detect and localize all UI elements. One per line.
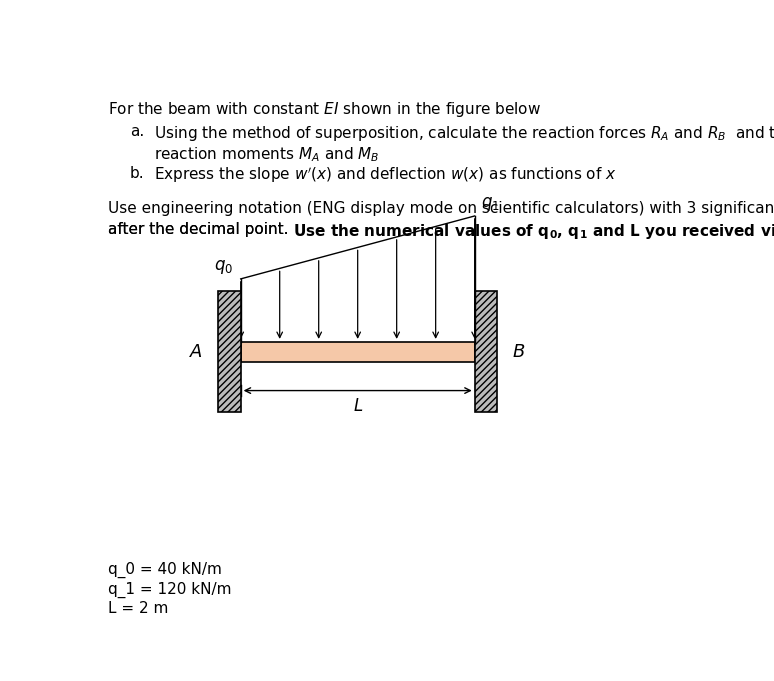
Bar: [474, 291, 498, 412]
Bar: [241, 342, 474, 362]
Bar: [218, 291, 241, 412]
Text: Express the slope $w'(x)$ and deflection $w(x)$ as functions of $x$: Express the slope $w'(x)$ and deflection…: [154, 165, 616, 185]
Text: $L$: $L$: [352, 397, 363, 415]
Text: $B$: $B$: [512, 343, 526, 361]
Text: reaction moments $M_A$ and $M_B$: reaction moments $M_A$ and $M_B$: [154, 146, 379, 164]
Text: $q_0$: $q_0$: [214, 258, 234, 276]
Text: q_0 = 40 kN/m: q_0 = 40 kN/m: [108, 562, 221, 577]
Text: $q_1$: $q_1$: [481, 195, 499, 213]
Text: q_1 = 120 kN/m: q_1 = 120 kN/m: [108, 582, 231, 598]
Text: Use engineering notation (ENG display mode on scientific calculators) with 3 sig: Use engineering notation (ENG display mo…: [108, 201, 774, 216]
Text: L = 2 m: L = 2 m: [108, 601, 168, 616]
Text: after the decimal point.: after the decimal point.: [108, 222, 293, 237]
Text: Using the method of superposition, calculate the reaction forces $R_A$ and $R_B$: Using the method of superposition, calcu…: [154, 124, 774, 143]
Text: $A$: $A$: [189, 343, 203, 361]
Text: a.: a.: [130, 124, 144, 139]
Text: For the beam with constant $EI$ shown in the figure below: For the beam with constant $EI$ shown in…: [108, 100, 540, 119]
Text: after the decimal point.: after the decimal point.: [108, 222, 293, 237]
Text: b.: b.: [130, 165, 145, 180]
Text: Use the numerical values of $\mathbf{q_0}$, $\mathbf{q_1}$ and $\mathbf{L}$ you : Use the numerical values of $\mathbf{q_0…: [293, 222, 774, 240]
